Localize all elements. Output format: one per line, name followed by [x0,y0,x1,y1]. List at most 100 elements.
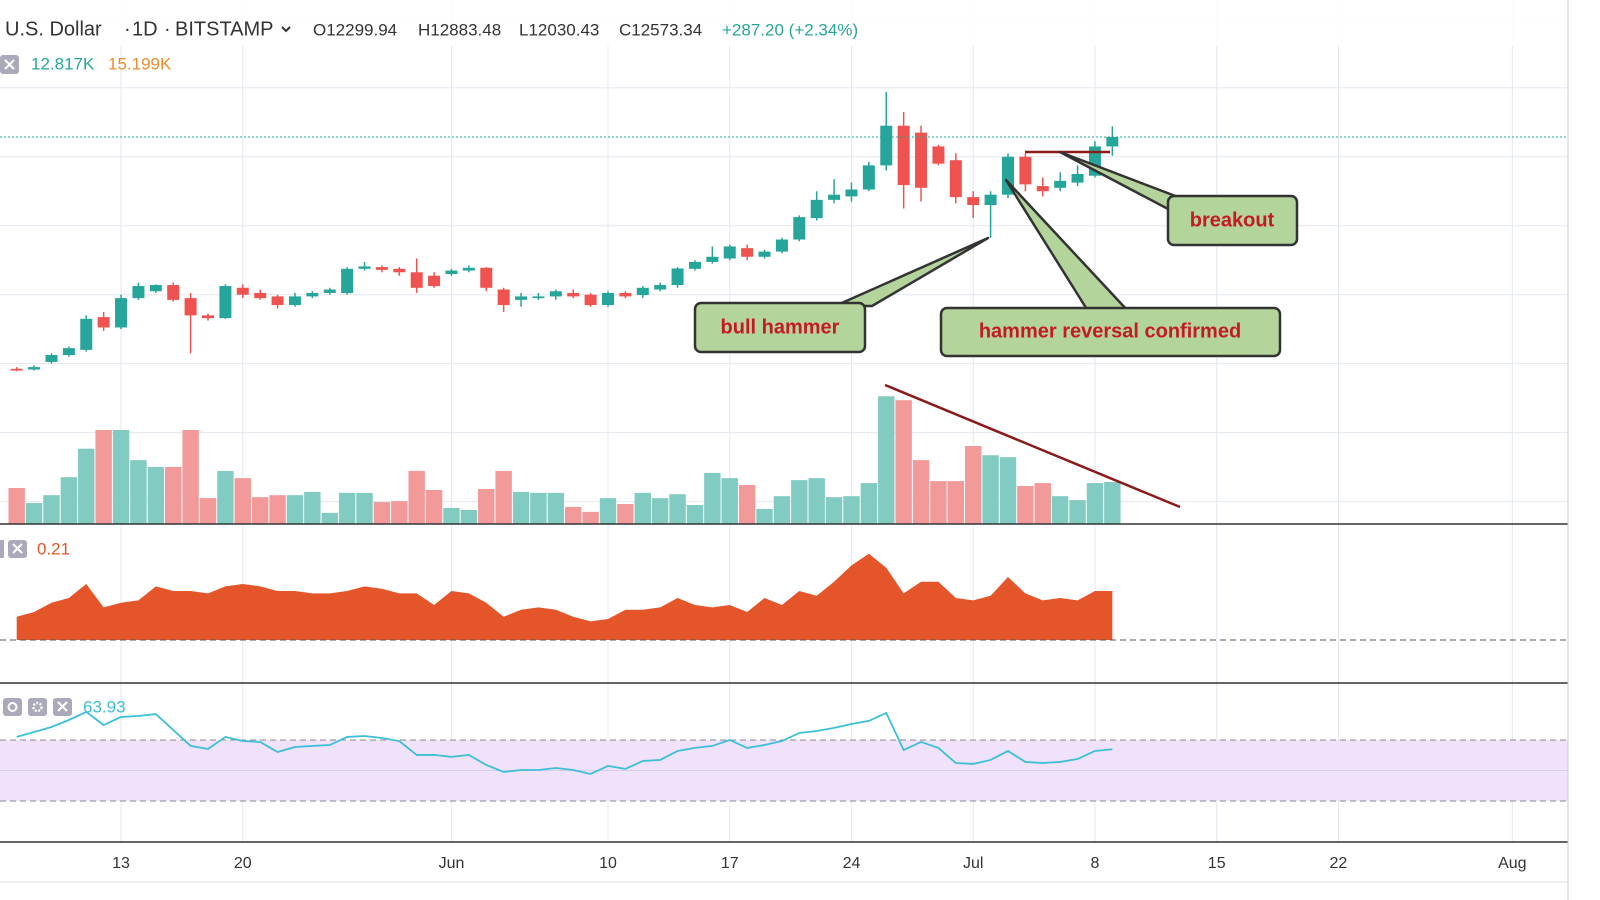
candle-body [1019,156,1032,185]
volume-bar [965,446,982,524]
candle-body [288,296,301,306]
candle-body [1071,174,1084,183]
symbol: U.S. Dollar [5,18,102,40]
volume-bar [460,509,478,524]
volume-bar [843,496,860,524]
volume-bar [617,504,634,524]
mark-layer [0,91,1568,775]
volume-bar [878,396,895,524]
candle-body [149,285,162,292]
candle-body [393,268,406,273]
callout-box [693,301,867,354]
candle-body [62,348,75,356]
candle-body [532,296,545,299]
candle-body [723,246,736,259]
close-icon-glyph [57,701,68,712]
volume-bar [895,400,912,524]
candle-body [862,165,875,190]
candle-body [515,296,528,300]
rsi-readout: 63.93 [83,697,126,716]
candle-body [480,267,493,288]
candle-body [219,286,232,319]
close-icon-glyph [4,59,15,70]
separator: · [124,18,131,40]
close-readout: C12573.34 [619,20,702,39]
volume-bar [60,477,78,524]
callout-pointer [1004,178,1130,313]
candle-body [428,275,441,287]
annotation: breakout [1190,209,1275,231]
volume-bar [1034,483,1051,524]
candle-body [306,292,319,297]
candle-body [341,268,354,293]
icon[interactable] [0,540,4,558]
dropdown-caret[interactable] [281,26,291,33]
volume-bar [1017,486,1034,524]
volume-bar [634,492,651,524]
visibility-icon[interactable] [3,698,22,716]
volume-bar [1104,482,1121,524]
candle-body [1036,186,1049,192]
x-tick-label: Jun [439,855,465,872]
volume-bar [251,497,269,524]
candle-body [132,286,145,299]
candle-body [932,146,945,164]
volume-bar [425,489,443,524]
volume-bar [721,478,738,524]
volume-bar [199,498,217,524]
x-tick-label: Aug [1498,855,1526,872]
indicator-area [16,553,1113,641]
volume-bar [582,511,599,524]
candle-body [880,125,893,166]
candle-body [445,270,458,274]
x-tick-label: 8 [1091,855,1100,872]
candle-body [184,298,197,316]
volume-bar [947,481,965,524]
candle-body [462,267,475,271]
volume-bar [391,501,408,524]
candle-body [671,268,684,286]
candle-body [949,160,962,198]
candle-body [845,189,858,197]
candle-body [775,239,788,252]
grid-layer [0,0,1568,842]
x-tick-label: 24 [843,855,861,872]
volume-bar [408,470,425,524]
volume-bar [78,448,95,524]
volume-bar [512,491,530,524]
volume-bar [912,460,930,524]
volume-bar [373,502,391,524]
candle-body [375,267,388,270]
change-readout: +287.20 (+2.34%) [722,20,858,39]
volume-readout: 12.817K [31,54,95,73]
volume-bar [217,470,234,524]
volume-bar [321,512,338,524]
candle-body [28,367,41,370]
candle-body [793,217,806,240]
candle-body [549,291,562,297]
volume-bar [147,467,165,524]
volume-bar [43,495,60,524]
volume-bar [651,498,669,524]
annotation: bull hammer [721,316,840,338]
volume-bar [443,507,460,524]
candle-body [271,296,284,306]
callout-pointer [833,236,990,308]
candle-body [828,194,841,200]
candle-body [1054,180,1067,188]
volume-bar [112,430,130,524]
volume-bar [95,430,112,524]
candle-body [810,199,823,219]
x-tick-label: 10 [599,855,617,872]
candle-body [323,289,336,293]
separator: · [164,18,171,40]
volume-bar [495,470,512,524]
x-tick-label: 13 [112,855,130,872]
volume-bar [304,491,321,524]
settings-icon[interactable] [28,698,47,716]
candle-body [115,298,128,328]
volume-bar [338,492,356,524]
volume-bar [669,494,686,524]
volume-bar [756,508,773,524]
candle-body [758,251,771,257]
